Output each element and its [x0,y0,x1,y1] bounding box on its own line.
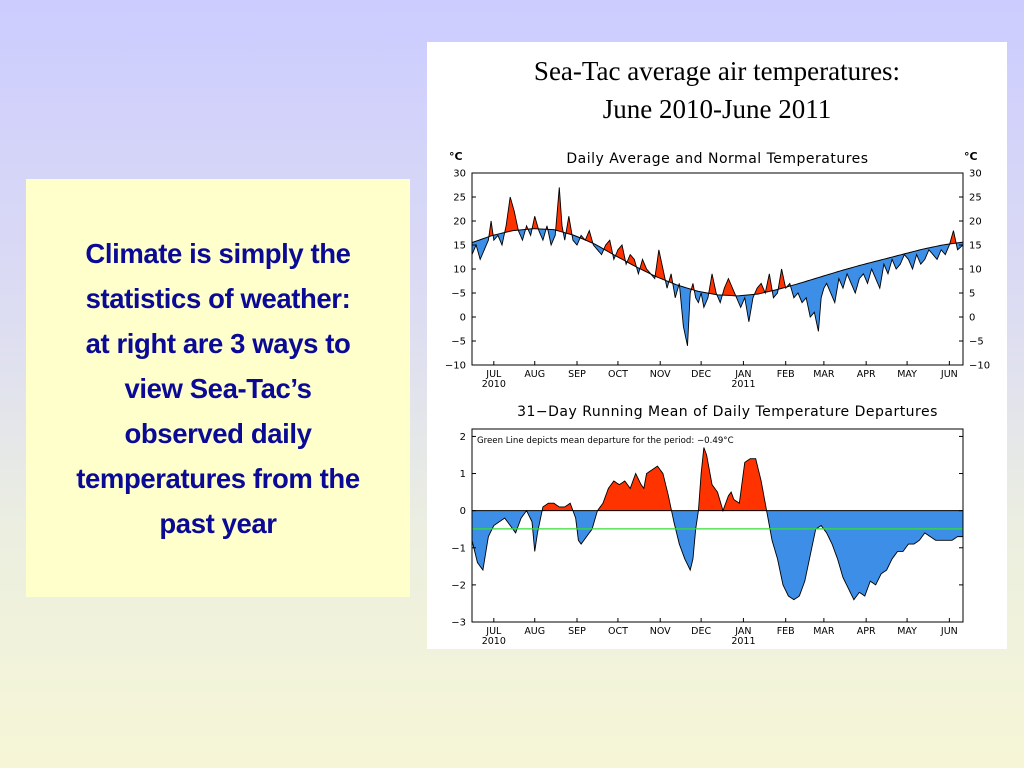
x-tick-label: MAY [897,626,917,637]
y-tick-label-left: −5 [451,337,466,348]
description-line: Climate is simply the [85,237,351,269]
x-tick-label: SEP [568,626,586,637]
y-tick-label: 2 [460,432,466,443]
y-tick-label: −1 [451,543,466,554]
y-tick-label-right: −10 [969,361,990,372]
y-tick-label: −3 [451,618,466,629]
y-tick-label-right: 10 [969,265,982,276]
description-line: view Sea-Tac’s [124,372,312,404]
y-tick-label-left: 10 [453,265,466,276]
chart1-ylabel-left: °C [449,150,463,163]
chart1-ylabel-right: °C [964,150,978,163]
y-tick-label-right: 0 [969,313,975,324]
y-tick-label-left: 0 [460,313,466,324]
x-tick-sublabel: 2010 [482,379,506,390]
charts-svg: Daily Average and Normal Temperatures °C °… [445,150,990,647]
description-box: Climate is simply the statistics of weat… [26,179,410,597]
x-tick-label: AUG [524,626,545,637]
panel-title-line2: June 2010-June 2011 [602,94,832,124]
x-tick-label: JAN [734,626,751,637]
x-tick-label: DEC [691,626,711,637]
x-tick-label: JUL [485,626,502,637]
description-line: statistics of weather: [85,282,351,314]
y-tick-label: 1 [460,469,466,480]
x-tick-label: AUG [524,369,545,380]
x-tick-label: JAN [734,369,751,380]
x-tick-sublabel: 2011 [731,379,755,390]
x-tick-label: JUN [940,626,958,637]
description-line: observed daily [124,417,312,449]
y-tick-label-right: 30 [969,169,982,180]
chart2-frame [471,428,964,623]
y-tick-label-left: 15 [453,241,466,252]
x-tick-label: MAY [897,369,917,380]
description-line: past year [159,507,277,539]
y-tick-label-right: 25 [969,193,982,204]
chart2-below-fill [472,510,963,600]
chart-panel: Sea-Tac average air temperatures: June 2… [427,42,1007,649]
x-tick-label: NOV [650,626,671,637]
y-tick-label-left: 20 [453,217,466,228]
y-tick-label-left: 30 [453,169,466,180]
x-tick-label: SEP [568,369,586,380]
y-tick-label-left: −5 [451,289,466,300]
chart1-daily-line [471,187,964,346]
x-tick-label: OCT [608,626,628,637]
panel-title-line1: Sea-Tac average air temperatures: [533,56,901,86]
panel-title: Sea-Tac average air temperatures: June 2… [427,52,1007,128]
chart1-title: Daily Average and Normal Temperatures [566,151,868,167]
x-tick-label: DEC [691,369,711,380]
description-line: temperatures from the [76,462,360,494]
description-line: at right are 3 ways to [85,327,351,359]
chart2-departure-line [471,447,963,601]
x-tick-sublabel: 2010 [482,636,506,647]
y-tick-label-right: −5 [969,337,984,348]
x-tick-sublabel: 2011 [731,636,755,647]
chart2-title: 31−Day Running Mean of Daily Temperature… [517,404,938,420]
x-tick-label: JUN [940,369,958,380]
x-tick-label: APR [857,626,876,637]
y-tick-label: 0 [460,506,466,517]
description-text: Climate is simply the statistics of weat… [66,231,369,546]
x-tick-label: JUL [485,369,502,380]
chart1-below-fill [472,228,963,346]
y-tick-label-left: −10 [445,361,466,372]
x-tick-label: FEB [777,369,795,380]
x-tick-label: MAR [813,369,835,380]
y-tick-label-right: 20 [969,217,982,228]
y-tick-label-right: 5 [969,289,975,300]
x-tick-label: MAR [813,626,835,637]
chart1-above-fill [488,187,957,296]
x-tick-label: APR [857,369,876,380]
y-tick-label-left: 25 [453,193,466,204]
y-tick-label-right: 15 [969,241,982,252]
chart2-above-fill [542,447,767,511]
y-tick-label: −2 [451,580,466,591]
x-tick-label: FEB [777,626,795,637]
chart1-normal-line [471,228,964,297]
x-tick-label: OCT [608,369,628,380]
x-tick-label: NOV [650,369,671,380]
chart2-annotation: Green Line depicts mean departure for th… [477,436,734,446]
